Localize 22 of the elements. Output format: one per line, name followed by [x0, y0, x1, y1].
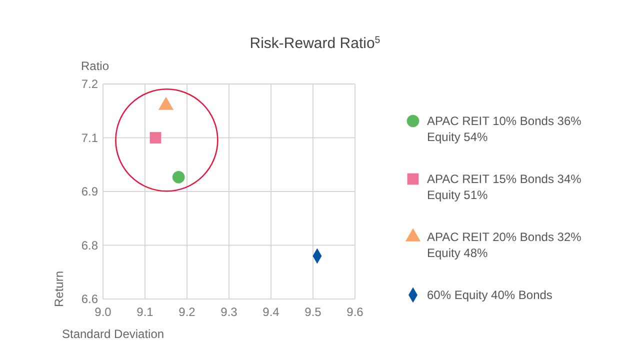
x-tick-label: 9.4	[262, 305, 280, 319]
point	[150, 132, 162, 144]
x-tick-label: 9.1	[136, 305, 154, 319]
x-tick-label: 9.5	[304, 305, 322, 319]
x-tick-label: 9.6	[346, 305, 364, 319]
point	[172, 171, 185, 184]
legend-label: APAC REIT 15% Bonds 34% Equity 51%	[427, 172, 582, 202]
x-tick-label: 9.3	[220, 305, 238, 319]
chart-title: Risk-Reward Ratio$^{5}$	[250, 34, 381, 52]
x-axis-title: Standard Deviation	[62, 327, 164, 341]
y-tick-label: 6.9	[81, 184, 98, 198]
x-tick-label: 9.0	[94, 305, 112, 319]
y-tick-label: 7.2	[81, 77, 98, 91]
text: Ratio	[81, 59, 110, 73]
legend-label: 60% Equity 40% Bonds	[427, 288, 552, 302]
y-tick-label: 6.8	[81, 238, 98, 252]
x-tick-label: 9.2	[178, 305, 196, 319]
legend-label: APAC REIT 20% Bonds 32% Equity 48%	[427, 230, 582, 260]
y-axis-title: Return	[52, 270, 66, 307]
y-tick-label: 7.1	[81, 130, 98, 145]
legend-label: APAC REIT 10% Bonds 36% Equity 54%	[427, 114, 582, 144]
y-tick-label: 6.6	[81, 292, 98, 306]
